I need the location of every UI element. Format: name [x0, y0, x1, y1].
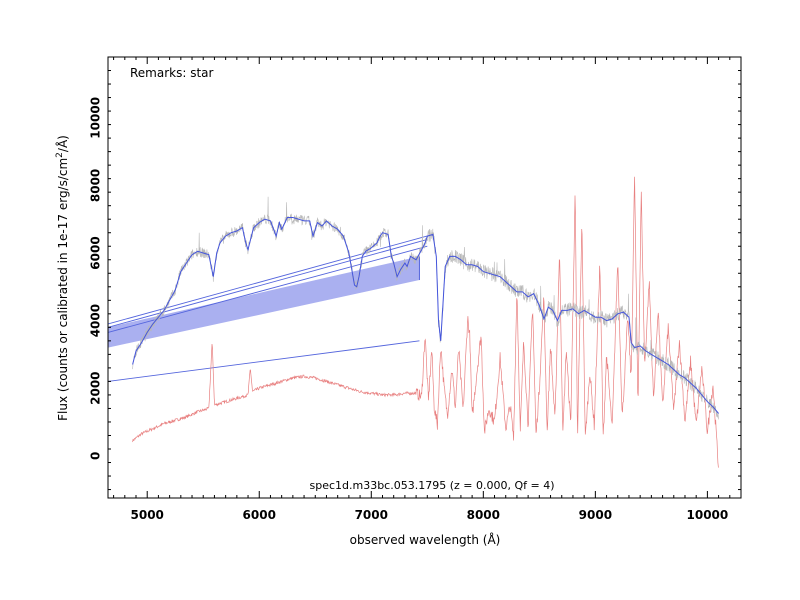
x-tick-label: 10000: [687, 508, 729, 522]
error-band: [108, 256, 420, 348]
y-axis-label: Flux (counts or calibrated in 1e-17 erg/…: [55, 135, 70, 421]
smoothed-flux-spectrum: [132, 217, 719, 414]
x-tick-label: 5000: [131, 508, 164, 522]
y-tick-label: 2000: [89, 371, 103, 404]
y-axis-label-main: Flux (counts or calibrated in 1e-17 erg/…: [56, 158, 70, 421]
y-tick-label: 4000: [89, 304, 103, 337]
data-layer: [108, 176, 719, 468]
y-axis-label-end: /Å): [55, 135, 70, 152]
spectrum-caption: spec1d.m33bc.053.1795 (z = 0.000, Qf = 4…: [309, 479, 554, 492]
x-tick-label: 9000: [579, 508, 612, 522]
x-axis-label: observed wavelength (Å): [350, 532, 501, 547]
remarks-text: Remarks: star: [130, 66, 214, 80]
overlay-line-4: [108, 340, 420, 382]
x-tick-label: 8000: [467, 508, 500, 522]
overlay-line-3: [108, 245, 428, 333]
y-tick-label: 8000: [89, 169, 103, 202]
y-tick-label: 6000: [89, 236, 103, 269]
error-spectrum: [132, 176, 719, 468]
y-axis-label-superscript: 2: [55, 152, 65, 158]
ticks-layer: 5000 6000 7000 8000 9000 10000 0 2000 4000 6000 80…: [89, 56, 742, 522]
raw-flux-spectrum: [132, 196, 719, 420]
y-tick-label: 0: [89, 452, 103, 460]
overlay-line-1: [108, 233, 434, 325]
x-tick-label: 7000: [355, 508, 388, 522]
x-tick-label: 6000: [243, 508, 276, 522]
plot-frame: [107, 56, 742, 499]
y-tick-label: 10000: [89, 97, 103, 139]
